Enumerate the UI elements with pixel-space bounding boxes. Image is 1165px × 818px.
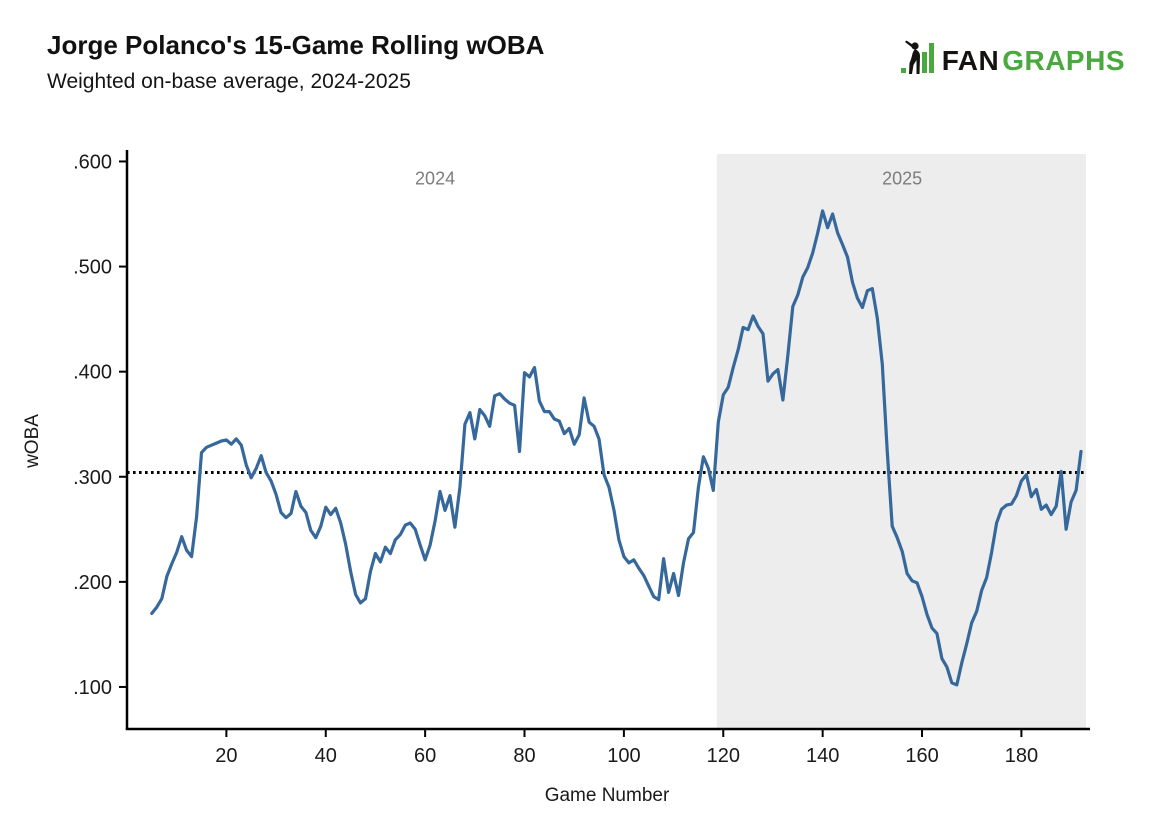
page-title: Jorge Polanco's 15-Game Rolling wOBA [47, 30, 545, 60]
x-axis-title: Game Number [545, 785, 670, 806]
region-shade-2025 [716, 154, 1086, 728]
y-axis-title: wOBA [22, 414, 43, 469]
year-label-2024: 2024 [415, 169, 455, 189]
x-tick-label: 80 [513, 745, 535, 767]
series-line-rolling-woba [150, 209, 1083, 687]
x-tick-label: 160 [905, 745, 938, 767]
page-subtitle: Weighted on-base average, 2024-2025 [47, 70, 411, 93]
x-tick-label: 40 [315, 745, 337, 767]
y-tick-label: .400 [73, 362, 112, 384]
logo-text-graphs: GRAPHS [1002, 44, 1125, 76]
x-tick-label: 120 [707, 745, 740, 767]
logo-text-fan: FAN [941, 44, 1000, 76]
season-shade-regions [716, 154, 1086, 728]
x-tick-label: 100 [607, 745, 640, 767]
y-tick-label: .500 [73, 257, 112, 279]
year-label-2025: 2025 [882, 169, 922, 189]
x-tick-label: 180 [1005, 745, 1038, 767]
year-annotations: 2024 2025 [415, 169, 922, 189]
y-axis-ticks: .100 .200 .300 .400 .500 .600 [73, 151, 127, 699]
x-tick-label: 20 [215, 745, 237, 767]
series-lines [150, 209, 1083, 687]
fangraphs-logo: FAN GRAPHS [900, 40, 1125, 81]
y-tick-label: .300 [73, 467, 112, 489]
batter-with-bars-icon [900, 40, 939, 81]
y-tick-label: .100 [73, 677, 112, 699]
x-axis-ticks: 20 40 60 80 100 120 140 160 180 [215, 729, 1038, 767]
y-tick-label: .200 [73, 572, 112, 594]
x-tick-label: 60 [414, 745, 436, 767]
x-tick-label: 140 [806, 745, 839, 767]
y-tick-label: .600 [73, 151, 112, 173]
